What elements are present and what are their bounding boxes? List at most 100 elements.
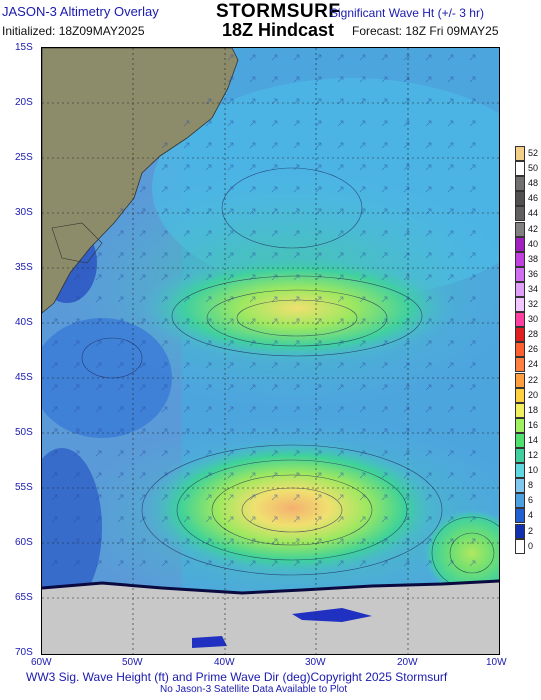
- direction-arrow: [337, 384, 344, 391]
- legend-value-label: 30: [528, 314, 539, 325]
- direction-arrow: [117, 230, 124, 237]
- direction-arrow: [403, 560, 410, 567]
- legend-swatch: [515, 146, 525, 162]
- direction-arrow: [95, 274, 102, 281]
- direction-arrow: [337, 230, 344, 237]
- direction-arrow: [315, 76, 322, 83]
- direction-arrow: [425, 450, 432, 457]
- direction-arrow: [447, 538, 454, 545]
- direction-arrow: [227, 120, 234, 127]
- direction-arrow: [161, 230, 168, 237]
- direction-arrow: [425, 494, 432, 501]
- direction-arrow: [337, 538, 344, 545]
- direction-arrow: [447, 450, 454, 457]
- direction-arrow: [469, 208, 476, 215]
- direction-arrow: [271, 406, 278, 413]
- direction-arrow: [293, 230, 300, 237]
- direction-arrow: [51, 494, 58, 501]
- direction-arrow: [249, 230, 256, 237]
- direction-arrow: [183, 450, 190, 457]
- direction-arrow: [117, 428, 124, 435]
- direction-arrow: [183, 428, 190, 435]
- legend-swatch: [515, 357, 525, 373]
- direction-arrow: [139, 494, 146, 501]
- direction-arrow: [315, 98, 322, 105]
- direction-arrow: [425, 296, 432, 303]
- direction-arrow: [183, 406, 190, 413]
- header-initialized: Initialized: 18Z09MAY2025: [2, 24, 145, 38]
- direction-arrow: [337, 54, 344, 61]
- direction-arrow: [139, 450, 146, 457]
- direction-arrow: [359, 494, 366, 501]
- direction-arrow: [117, 208, 124, 215]
- direction-arrow: [469, 230, 476, 237]
- direction-arrow: [425, 98, 432, 105]
- direction-arrow: [205, 208, 212, 215]
- direction-arrow: [293, 318, 300, 325]
- direction-arrow: [139, 208, 146, 215]
- lat-label-20s: 20S: [15, 97, 33, 108]
- direction-arrow: [271, 450, 278, 457]
- direction-arrow: [447, 494, 454, 501]
- direction-arrow: [205, 406, 212, 413]
- direction-arrow: [139, 516, 146, 523]
- direction-arrow: [469, 340, 476, 347]
- wave-height-map: [41, 47, 500, 655]
- direction-arrow: [271, 98, 278, 105]
- direction-arrow: [315, 538, 322, 545]
- direction-arrow: [381, 406, 388, 413]
- direction-arrow: [227, 450, 234, 457]
- direction-arrow: [73, 560, 80, 567]
- direction-arrow: [447, 318, 454, 325]
- direction-arrow: [447, 186, 454, 193]
- direction-arrow: [359, 450, 366, 457]
- direction-arrow: [227, 186, 234, 193]
- direction-arrow: [95, 450, 102, 457]
- direction-arrow: [447, 142, 454, 149]
- direction-arrow: [227, 252, 234, 259]
- direction-arrow: [271, 384, 278, 391]
- legend-value-label: 14: [528, 434, 539, 445]
- direction-arrow: [403, 208, 410, 215]
- legend-value-label: 6: [528, 495, 534, 506]
- direction-arrow: [249, 406, 256, 413]
- direction-arrow: [205, 450, 212, 457]
- direction-arrow: [469, 186, 476, 193]
- direction-arrow: [183, 142, 190, 149]
- direction-arrow: [447, 54, 454, 61]
- direction-arrow: [205, 362, 212, 369]
- legend-swatch: [515, 478, 525, 494]
- direction-arrow: [337, 450, 344, 457]
- direction-arrow: [117, 274, 124, 281]
- direction-arrow: [95, 538, 102, 545]
- header-right-title: Significant Wave Ht (+/- 3 hr): [330, 6, 484, 20]
- direction-arrow: [359, 296, 366, 303]
- direction-arrow: [249, 98, 256, 105]
- lon-label-50w: 50W: [122, 657, 143, 668]
- direction-arrow: [293, 516, 300, 523]
- direction-arrow: [161, 318, 168, 325]
- direction-arrow: [161, 186, 168, 193]
- direction-arrow: [469, 538, 476, 545]
- legend-swatch: [515, 281, 525, 297]
- direction-arrow: [359, 538, 366, 545]
- lat-label-30s: 30S: [15, 207, 33, 218]
- direction-arrow: [271, 560, 278, 567]
- direction-arrow: [117, 296, 124, 303]
- legend-value-label: 24: [528, 359, 539, 370]
- direction-arrow: [249, 142, 256, 149]
- storm-swell-north: [137, 253, 457, 363]
- direction-arrow: [183, 296, 190, 303]
- legend-value-label: 20: [528, 389, 539, 400]
- direction-arrow: [425, 54, 432, 61]
- direction-arrow: [447, 76, 454, 83]
- direction-arrow: [315, 494, 322, 501]
- direction-arrow: [73, 406, 80, 413]
- direction-arrow: [293, 428, 300, 435]
- direction-arrow: [51, 340, 58, 347]
- direction-arrow: [161, 428, 168, 435]
- direction-arrow: [249, 516, 256, 523]
- direction-arrow: [183, 516, 190, 523]
- direction-arrow: [469, 516, 476, 523]
- direction-arrow: [73, 296, 80, 303]
